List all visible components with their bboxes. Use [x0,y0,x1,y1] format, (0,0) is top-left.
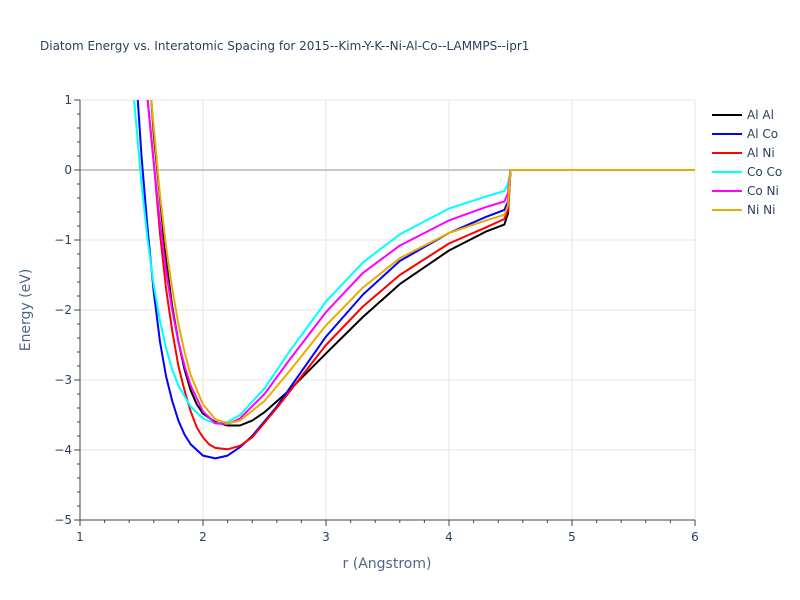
legend-label: Al Co [747,127,778,141]
legend-label: Co Ni [747,184,779,198]
series-line-al-co [136,100,695,460]
legend-item[interactable]: Co Co [712,165,782,179]
y-tick-label: −5 [54,513,72,527]
y-axis-ticks: −5 −4 −3 −2 −1 0 1 [54,93,72,527]
series-line-ni-ni [150,100,695,425]
legend-item[interactable]: Al Al [712,108,774,122]
legend-item[interactable]: Al Ni [712,146,775,160]
y-axis-title: Energy (eV) [18,269,34,352]
legend-item[interactable]: Ni Ni [712,203,775,217]
series-line-co-ni [146,100,695,426]
series-line-al-ni [146,100,695,451]
legend-label: Co Co [747,165,782,179]
legend[interactable]: Al Al Al Co Al Ni Co Co Co Ni Ni Ni [712,108,782,217]
x-tick-label: 3 [322,530,330,544]
x-axis-ticks: 1 2 3 4 5 6 [76,530,699,544]
x-tick-label: 1 [76,530,84,544]
x-tick-label: 4 [445,530,453,544]
axis-lines [74,99,696,526]
chart-title: Diatom Energy vs. Interatomic Spacing fo… [40,39,529,53]
y-tick-label: −2 [54,303,72,317]
y-tick-label: −4 [54,443,72,457]
series-lines [133,100,695,460]
x-tick-label: 2 [199,530,207,544]
y-tick-label: −3 [54,373,72,387]
legend-label: Al Al [747,108,774,122]
x-axis-title: r (Angstrom) [343,556,432,572]
legend-item[interactable]: Co Ni [712,184,779,198]
y-tick-label: 0 [64,163,72,177]
legend-item[interactable]: Al Co [712,127,778,141]
series-line-co-co [133,100,695,425]
legend-label: Ni Ni [747,203,775,217]
x-tick-label: 5 [568,530,576,544]
y-tick-label: −1 [54,233,72,247]
legend-label: Al Ni [747,146,775,160]
y-tick-label: 1 [64,93,72,107]
x-tick-label: 6 [691,530,699,544]
